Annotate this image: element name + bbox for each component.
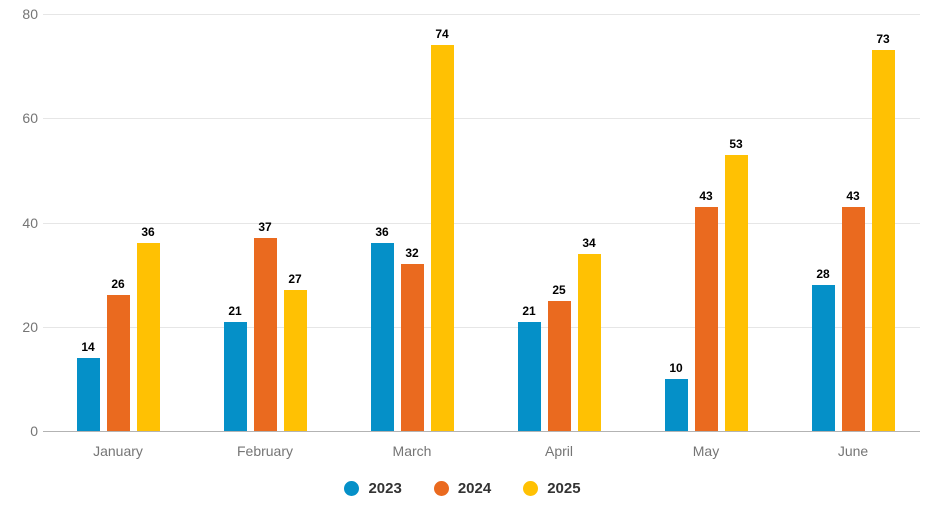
x-axis-label-june: June xyxy=(837,443,869,459)
bar-2025-may[interactable] xyxy=(724,154,748,431)
legend-label: 2023 xyxy=(368,480,402,497)
bar-value-label: 36 xyxy=(375,225,389,240)
gridline xyxy=(43,118,920,120)
bar-value-label: 53 xyxy=(729,136,743,151)
bar-2025-april[interactable] xyxy=(577,253,601,431)
bar-2024-may[interactable] xyxy=(694,206,718,431)
bar-value-label: 28 xyxy=(816,267,830,282)
x-axis-label-april: April xyxy=(544,443,573,459)
bar-2023-june[interactable] xyxy=(811,285,835,431)
legend-dot-icon xyxy=(523,481,539,496)
bar-2023-may[interactable] xyxy=(664,378,688,431)
bar-2025-june[interactable] xyxy=(871,50,895,431)
x-axis-label-january: January xyxy=(93,443,143,459)
bar-2023-march[interactable] xyxy=(370,243,394,431)
bar-value-label: 21 xyxy=(522,303,536,318)
y-axis-tick-label: 40 xyxy=(22,214,38,231)
bar-2024-june[interactable] xyxy=(841,206,865,431)
x-axis-label-february: February xyxy=(236,443,294,459)
legend-item-2024[interactable]: 2024 xyxy=(433,480,492,497)
gridline xyxy=(43,222,920,224)
bar-value-label: 34 xyxy=(582,235,596,250)
bar-value-label: 21 xyxy=(228,303,242,318)
bar-2025-february[interactable] xyxy=(283,290,307,431)
chart-legend: 2023 2024 2025 xyxy=(0,480,925,497)
bar-2023-april[interactable] xyxy=(517,321,541,431)
bar-2024-january[interactable] xyxy=(106,295,130,431)
bar-2023-january[interactable] xyxy=(76,358,100,431)
legend-label: 2024 xyxy=(457,480,492,497)
y-axis-tick-label: 0 xyxy=(30,423,38,439)
y-axis-tick-label: 60 xyxy=(22,110,38,127)
y-axis-tick-label: 80 xyxy=(22,6,38,22)
legend-item-2025[interactable]: 2025 xyxy=(523,480,581,497)
bar-2025-january[interactable] xyxy=(136,243,160,431)
bar-value-label: 37 xyxy=(258,220,272,235)
bar-value-label: 74 xyxy=(435,27,449,42)
bar-2024-february[interactable] xyxy=(253,238,277,431)
gridline xyxy=(43,326,920,328)
x-axis-label-march: March xyxy=(392,443,432,459)
bar-2024-april[interactable] xyxy=(547,300,571,431)
legend-label: 2025 xyxy=(547,480,581,497)
bar-2024-march[interactable] xyxy=(400,264,424,431)
bar-value-label: 32 xyxy=(405,246,419,261)
bar-2025-march[interactable] xyxy=(430,45,454,431)
bar-value-label: 25 xyxy=(552,282,566,297)
bar-value-label: 43 xyxy=(846,188,860,203)
bar-value-label: 43 xyxy=(699,188,713,203)
gridline xyxy=(43,14,920,15)
x-axis-label-may: May xyxy=(692,443,720,459)
x-axis-baseline xyxy=(43,431,920,432)
bar-value-label: 73 xyxy=(876,32,890,47)
legend-dot-icon xyxy=(344,481,360,496)
legend-item-2023[interactable]: 2023 xyxy=(344,480,402,497)
bar-value-label: 36 xyxy=(141,225,155,240)
bar-2023-february[interactable] xyxy=(223,321,247,431)
bar-value-label: 26 xyxy=(111,277,125,292)
bar-value-label: 14 xyxy=(81,340,95,355)
legend-dot-icon xyxy=(433,481,449,496)
bar-value-label: 10 xyxy=(669,360,683,375)
bar-value-label: 27 xyxy=(288,272,302,287)
y-axis-tick-label: 20 xyxy=(22,318,38,335)
